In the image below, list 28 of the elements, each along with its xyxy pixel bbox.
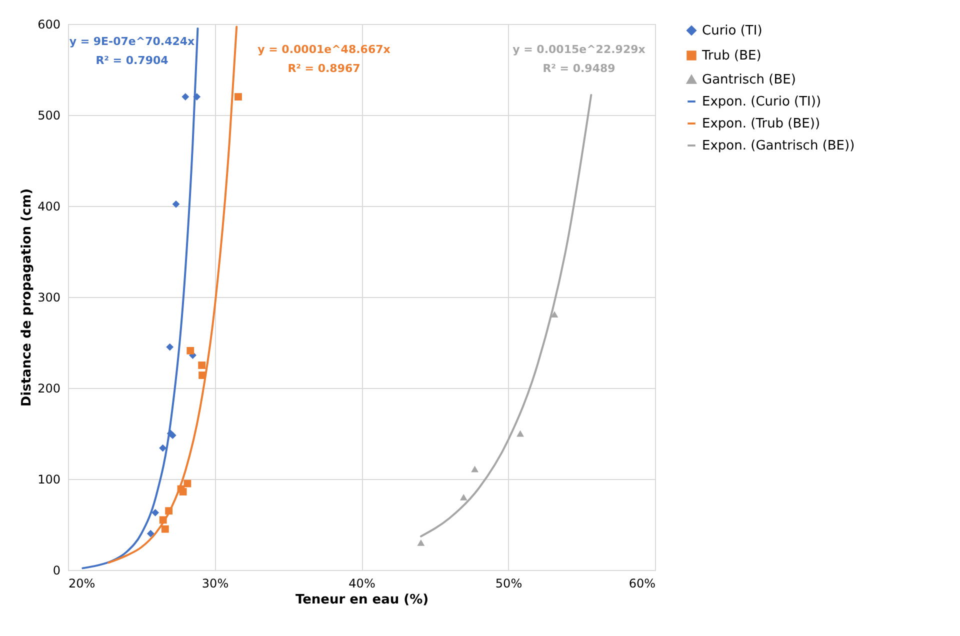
annotation: R² = 0.9489 — [542, 62, 616, 75]
y-tick-label: 300 — [38, 290, 60, 304]
y-tick-label: 0 — [52, 564, 60, 578]
y-tick-label: 200 — [38, 382, 60, 396]
legend-label: Expon. (Gantrisch (BE)) — [702, 138, 855, 154]
legend-label: Trub (BE) — [701, 48, 762, 64]
y-axis-title: Distance de propagation (cm) — [20, 188, 35, 407]
x-tick-label: 30% — [202, 576, 229, 590]
legend-label: Gantrisch (BE) — [702, 72, 796, 88]
line-series — [420, 94, 592, 538]
x-tick-label: 20% — [68, 576, 96, 590]
annotation: R² = 0.7904 — [96, 54, 169, 67]
legend-label: Expon. (Curio (TI)) — [702, 94, 822, 110]
x-axis-title: Teneur en eau (%) — [295, 592, 429, 608]
y-tick-label: 500 — [38, 108, 60, 122]
legend-label: Expon. (Trub (BE)) — [702, 116, 820, 132]
annotation: y = 0.0015e^22.929x — [512, 43, 646, 56]
x-tick-label: 60% — [628, 576, 656, 590]
y-tick-label: 100 — [38, 472, 60, 486]
legend-label: Curio (TI) — [702, 24, 762, 38]
annotation: R² = 0.8967 — [288, 62, 360, 75]
annotation: y = 0.0001e^48.667x — [258, 43, 390, 56]
line-series — [82, 28, 199, 570]
y-tick-label: 400 — [38, 200, 60, 214]
x-tick-label: 40% — [348, 576, 376, 590]
x-tick-label: 50% — [495, 576, 522, 590]
annotation: y = 9E-07e^70.424x — [69, 35, 195, 48]
y-tick-label: 600 — [38, 18, 60, 32]
